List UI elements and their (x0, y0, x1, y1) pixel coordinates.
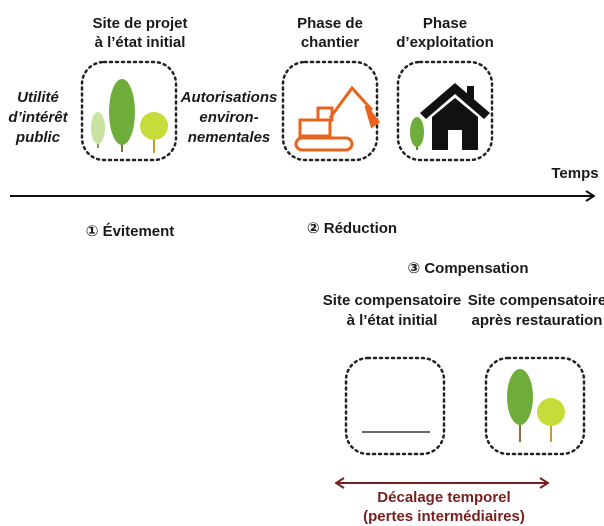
stage-title: à l’état initial (95, 34, 186, 51)
condition: Autorisations (180, 89, 278, 106)
site-title: Site compensatoire (323, 292, 461, 309)
step: ③ Compensation (407, 260, 528, 277)
trees (507, 369, 565, 442)
stage-title: Phase de (297, 15, 363, 32)
stage-box (80, 60, 178, 162)
site-title: à l’état initial (347, 312, 438, 329)
excavator (294, 85, 381, 152)
step: ① Évitement (86, 223, 175, 240)
delay-label: Décalage temporel (377, 489, 510, 506)
delay-label: (pertes intermédiaires) (363, 508, 525, 525)
stage-title: Site de projet (92, 15, 187, 32)
stage-box (281, 60, 379, 162)
condition: d’intérêt (8, 109, 68, 126)
stage-box (396, 60, 494, 162)
house (410, 83, 490, 150)
condition: nementales (188, 129, 271, 146)
site-box (484, 356, 586, 456)
stage-title: chantier (301, 34, 360, 51)
stage-title: Phase (423, 15, 467, 32)
axis-label: Temps (551, 165, 598, 182)
trees (91, 79, 168, 153)
site-title: Site compensatoire (468, 292, 604, 309)
condition: environ- (199, 109, 258, 126)
condition: public (15, 129, 61, 146)
condition: Utilité (17, 89, 59, 106)
site-title: après restauration (472, 312, 603, 329)
site-box (344, 356, 446, 456)
stage-title: d’exploitation (396, 34, 494, 51)
step: ② Réduction (307, 220, 397, 237)
